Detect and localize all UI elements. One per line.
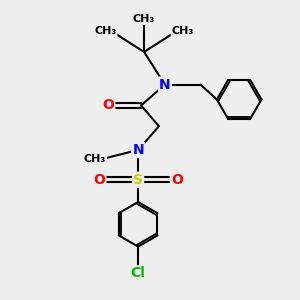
Text: O: O	[171, 173, 183, 187]
Text: CH₃: CH₃	[94, 26, 116, 36]
Text: CH₃: CH₃	[133, 14, 155, 24]
Text: O: O	[103, 98, 114, 112]
Text: S: S	[133, 173, 143, 187]
Text: N: N	[159, 78, 171, 92]
Text: Cl: Cl	[131, 266, 146, 280]
Text: N: N	[132, 143, 144, 157]
Text: CH₃: CH₃	[84, 154, 106, 164]
Text: O: O	[94, 173, 105, 187]
Text: CH₃: CH₃	[172, 26, 194, 36]
